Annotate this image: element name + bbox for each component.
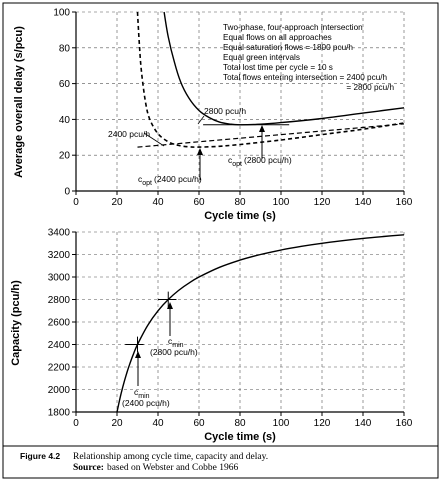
label-2400-curve: 2400 pcu/h bbox=[108, 129, 150, 139]
c1-ytick-80: 80 bbox=[59, 43, 71, 54]
c2-ytick-2200: 2200 bbox=[48, 363, 71, 374]
c1-xtick-120: 120 bbox=[314, 197, 331, 208]
note-line-5: Total lost time per cycle = 10 s bbox=[223, 63, 333, 72]
label-2800-curve: 2800 pcu/h bbox=[204, 106, 246, 116]
c1-xtick-100: 100 bbox=[273, 197, 290, 208]
c1-xtick-60: 60 bbox=[193, 197, 205, 208]
c2-ytick-2400: 2400 bbox=[48, 340, 71, 351]
label-2400-leader bbox=[144, 133, 164, 146]
capacity-grid bbox=[76, 232, 404, 412]
copt-2400-arrow-head bbox=[197, 148, 203, 155]
cmin-2400-value: (2400 pcu/h) bbox=[122, 398, 170, 408]
c1-reference-line-lower bbox=[138, 124, 405, 147]
c2-xtick-160: 160 bbox=[396, 418, 413, 429]
c2-xtick-80: 80 bbox=[234, 418, 246, 429]
c2-series-line-0 bbox=[117, 235, 404, 412]
c1-xtick-20: 20 bbox=[111, 197, 123, 208]
c1-ytick-60: 60 bbox=[59, 79, 71, 90]
c1-ytick-20: 20 bbox=[59, 151, 71, 162]
capacity-tick-labels: 0 20 40 60 80 100 120 140 160 1800 2000 2200 2400 260… bbox=[48, 228, 413, 430]
capacity-x-axis-label: Cycle time (s) bbox=[204, 431, 276, 443]
c2-xtick-40: 40 bbox=[152, 418, 164, 429]
delay-x-axis-label: Cycle time (s) bbox=[204, 210, 276, 222]
delay-chart: 0 20 40 60 80 100 120 140 160 0 20 40 60 80 100 Cycle … bbox=[13, 8, 413, 223]
c2-xtick-140: 140 bbox=[355, 418, 372, 429]
c1-xtick-160: 160 bbox=[396, 197, 413, 208]
c1-xtick-40: 40 bbox=[152, 197, 164, 208]
note-line-3: Equal saturation flows = 1800 pcu/h bbox=[223, 43, 353, 52]
cmin-2800-value: (2800 pcu/h) bbox=[150, 347, 198, 357]
copt-2800-arrow-head bbox=[259, 125, 265, 132]
c2-ytick-2600: 2600 bbox=[48, 318, 71, 329]
caption-source: Source: based on Webster and Cobbe 1966 bbox=[73, 463, 238, 473]
c2-ytick-3000: 3000 bbox=[48, 273, 71, 284]
c1-xtick-80: 80 bbox=[234, 197, 246, 208]
caption-text: Relationship among cycle time, capacity … bbox=[73, 452, 268, 462]
c2-ytick-3400: 3400 bbox=[48, 228, 71, 239]
c2-ytick-2000: 2000 bbox=[48, 385, 71, 396]
note-line-4: Equal green intervals bbox=[223, 53, 300, 62]
c1-ytick-40: 40 bbox=[59, 115, 71, 126]
caption-source-text: based on Webster and Cobbe 1966 bbox=[107, 463, 238, 473]
copt-2400-label: copt (2400 pcu/h) bbox=[138, 174, 202, 187]
capacity-chart: 0 20 40 60 80 100 120 140 160 1800 2000 2200 2400 260… bbox=[10, 228, 413, 444]
c1-ytick-0: 0 bbox=[64, 187, 70, 198]
capacity-y-axis-label: Capacity (pcu/h) bbox=[10, 280, 22, 366]
note-line-2: Equal flows on all approaches bbox=[223, 33, 332, 42]
capacity-series bbox=[117, 235, 404, 412]
c2-xtick-60: 60 bbox=[193, 418, 205, 429]
note-line-6: Total flows entering intersection = 2400… bbox=[223, 73, 388, 82]
delay-notes: Two-phase, four-approach intersection Eq… bbox=[223, 23, 394, 92]
note-line-7: = 2800 pcu/h bbox=[346, 83, 394, 92]
note-line-1: Two-phase, four-approach intersection bbox=[223, 23, 363, 32]
delay-y-axis-label: Average overall delay (s/pcu) bbox=[13, 26, 25, 178]
caption-label: Figure 4.2 bbox=[20, 451, 60, 461]
c1-xtick-140: 140 bbox=[355, 197, 372, 208]
c2-xtick-20: 20 bbox=[111, 418, 123, 429]
c2-xtick-0: 0 bbox=[73, 418, 79, 429]
c1-xtick-0: 0 bbox=[73, 197, 79, 208]
cmin-2400-arrow-head bbox=[135, 351, 141, 358]
c2-xtick-120: 120 bbox=[314, 418, 331, 429]
c1-ytick-100: 100 bbox=[53, 8, 70, 19]
c2-xtick-100: 100 bbox=[273, 418, 290, 429]
caption-source-label: Source: bbox=[73, 463, 104, 473]
copt-2800-label: copt (2800 pcu/h) bbox=[228, 155, 292, 168]
c2-ytick-2800: 2800 bbox=[48, 295, 71, 306]
c2-ytick-3200: 3200 bbox=[48, 250, 71, 261]
c2-ytick-1800: 1800 bbox=[48, 408, 71, 419]
